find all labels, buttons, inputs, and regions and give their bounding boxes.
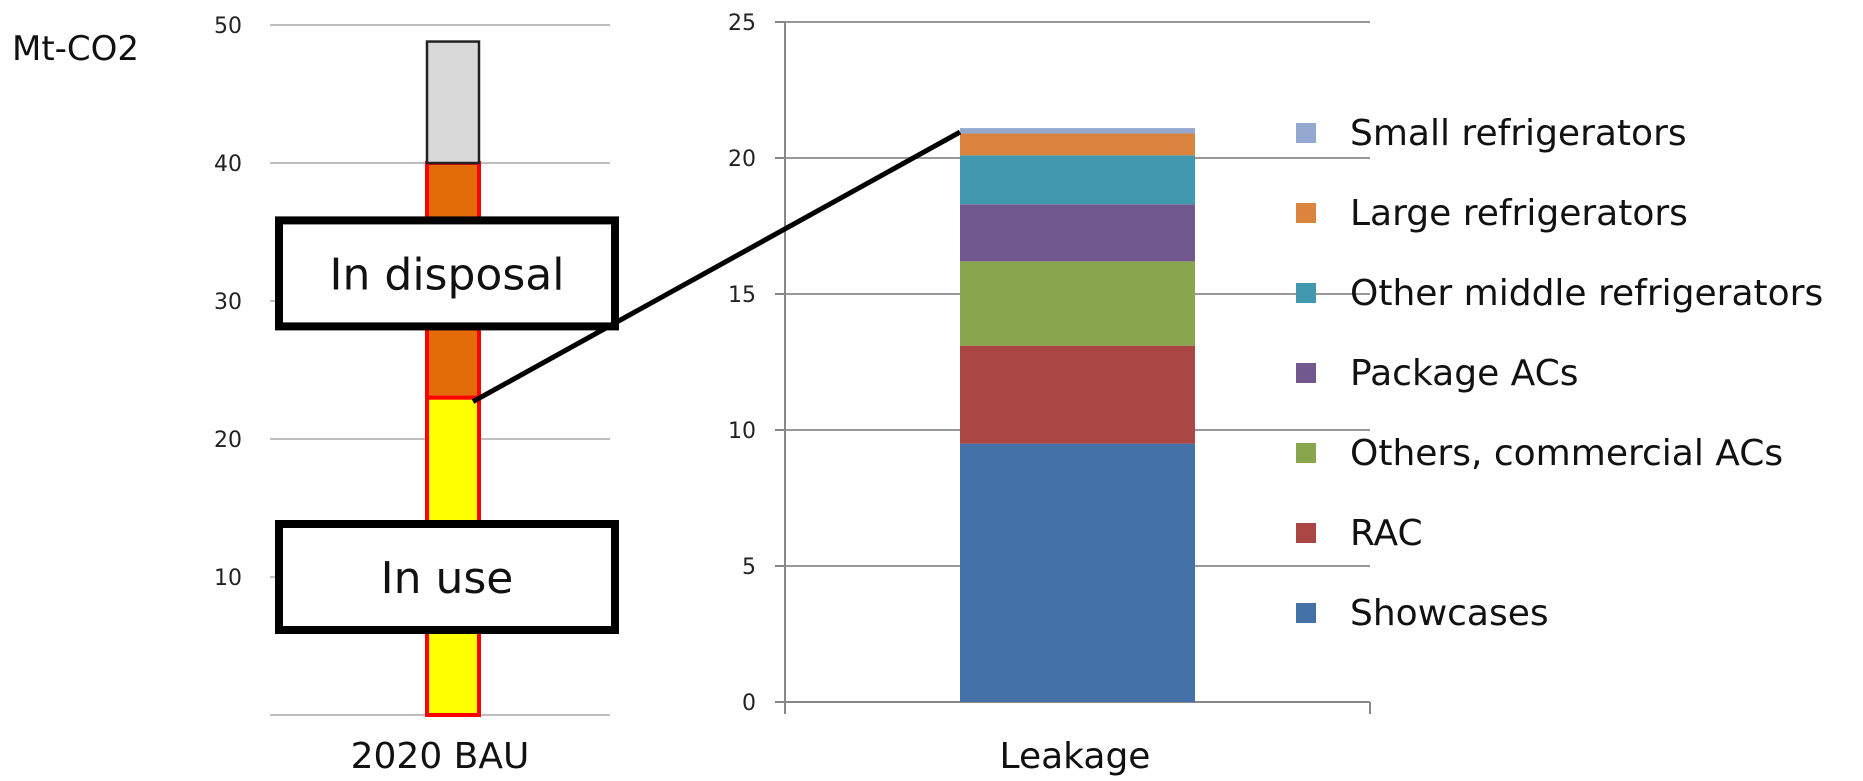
- leakage-y-tick-label: 0: [742, 691, 756, 716]
- legend-swatch: [1296, 603, 1316, 623]
- leakage-y-tick-labels: 0 5 10 15 20 25: [728, 11, 756, 716]
- leakage-y-tick-label: 20: [728, 147, 756, 172]
- leakage-bar-segment: [960, 204, 1195, 262]
- bau-y-tick-label: 10: [214, 566, 242, 591]
- y-axis-unit-label: Mt-CO2: [12, 29, 139, 69]
- legend-label: Showcases: [1350, 593, 1549, 634]
- bau-y-tick-label: 30: [214, 290, 242, 315]
- leakage-bar-segment: [960, 443, 1195, 702]
- legend-swatch: [1296, 363, 1316, 383]
- legend-swatch: [1296, 443, 1316, 463]
- legend-swatch: [1296, 523, 1316, 543]
- legend-label: RAC: [1350, 513, 1423, 554]
- bau-y-tick-labels: 10 20 30 40 50: [214, 14, 242, 591]
- leakage-y-tick-label: 5: [742, 555, 756, 580]
- legend-label: Others, commercial ACs: [1350, 433, 1783, 474]
- leakage-bar-segment: [960, 155, 1195, 205]
- leakage-y-tick-label: 10: [728, 419, 756, 444]
- bau-bar-segment: [425, 40, 481, 165]
- annotation-box: [275, 520, 619, 634]
- annotation-box: [275, 216, 619, 331]
- bau-y-tick-label: 50: [214, 14, 242, 39]
- legend-label: Large refrigerators: [1350, 193, 1688, 234]
- connector-line: [471, 129, 962, 404]
- annotation-label: In disposal: [330, 249, 565, 300]
- leakage-y-tick-label: 25: [728, 11, 756, 36]
- bau-y-tick-label: 20: [214, 428, 242, 453]
- legend-swatch: [1296, 203, 1316, 223]
- bau-y-tick-label: 40: [214, 152, 242, 177]
- leakage-bar-segment: [960, 345, 1195, 444]
- leakage-bar-segment: [960, 128, 1195, 134]
- leakage-category-label: Leakage: [1000, 736, 1151, 777]
- legend-label: Small refrigerators: [1350, 113, 1687, 154]
- leakage-bar-segment: [960, 261, 1195, 346]
- leakage-bar-segment: [960, 133, 1195, 156]
- annotation-label: In use: [381, 553, 514, 604]
- bau-chart: Mt-CO2 10 20 30 40 50 2020 BAU: [12, 14, 610, 777]
- legend-label: Package ACs: [1350, 353, 1579, 394]
- leakage-chart: 0 5 10 15 20 25 Leakage Small refrigerators La…: [728, 11, 1823, 777]
- legend: Small refrigerators Large refrigerators Ot…: [1296, 113, 1823, 634]
- legend-label: Other middle refrigerators: [1350, 273, 1823, 314]
- leakage-y-tick-label: 15: [728, 283, 756, 308]
- leakage-stacked-bar: [960, 128, 1195, 702]
- bau-annotations: In use In disposal: [275, 216, 619, 634]
- bau-category-label: 2020 BAU: [351, 736, 530, 777]
- legend-swatch: [1296, 283, 1316, 303]
- legend-swatch: [1296, 123, 1316, 143]
